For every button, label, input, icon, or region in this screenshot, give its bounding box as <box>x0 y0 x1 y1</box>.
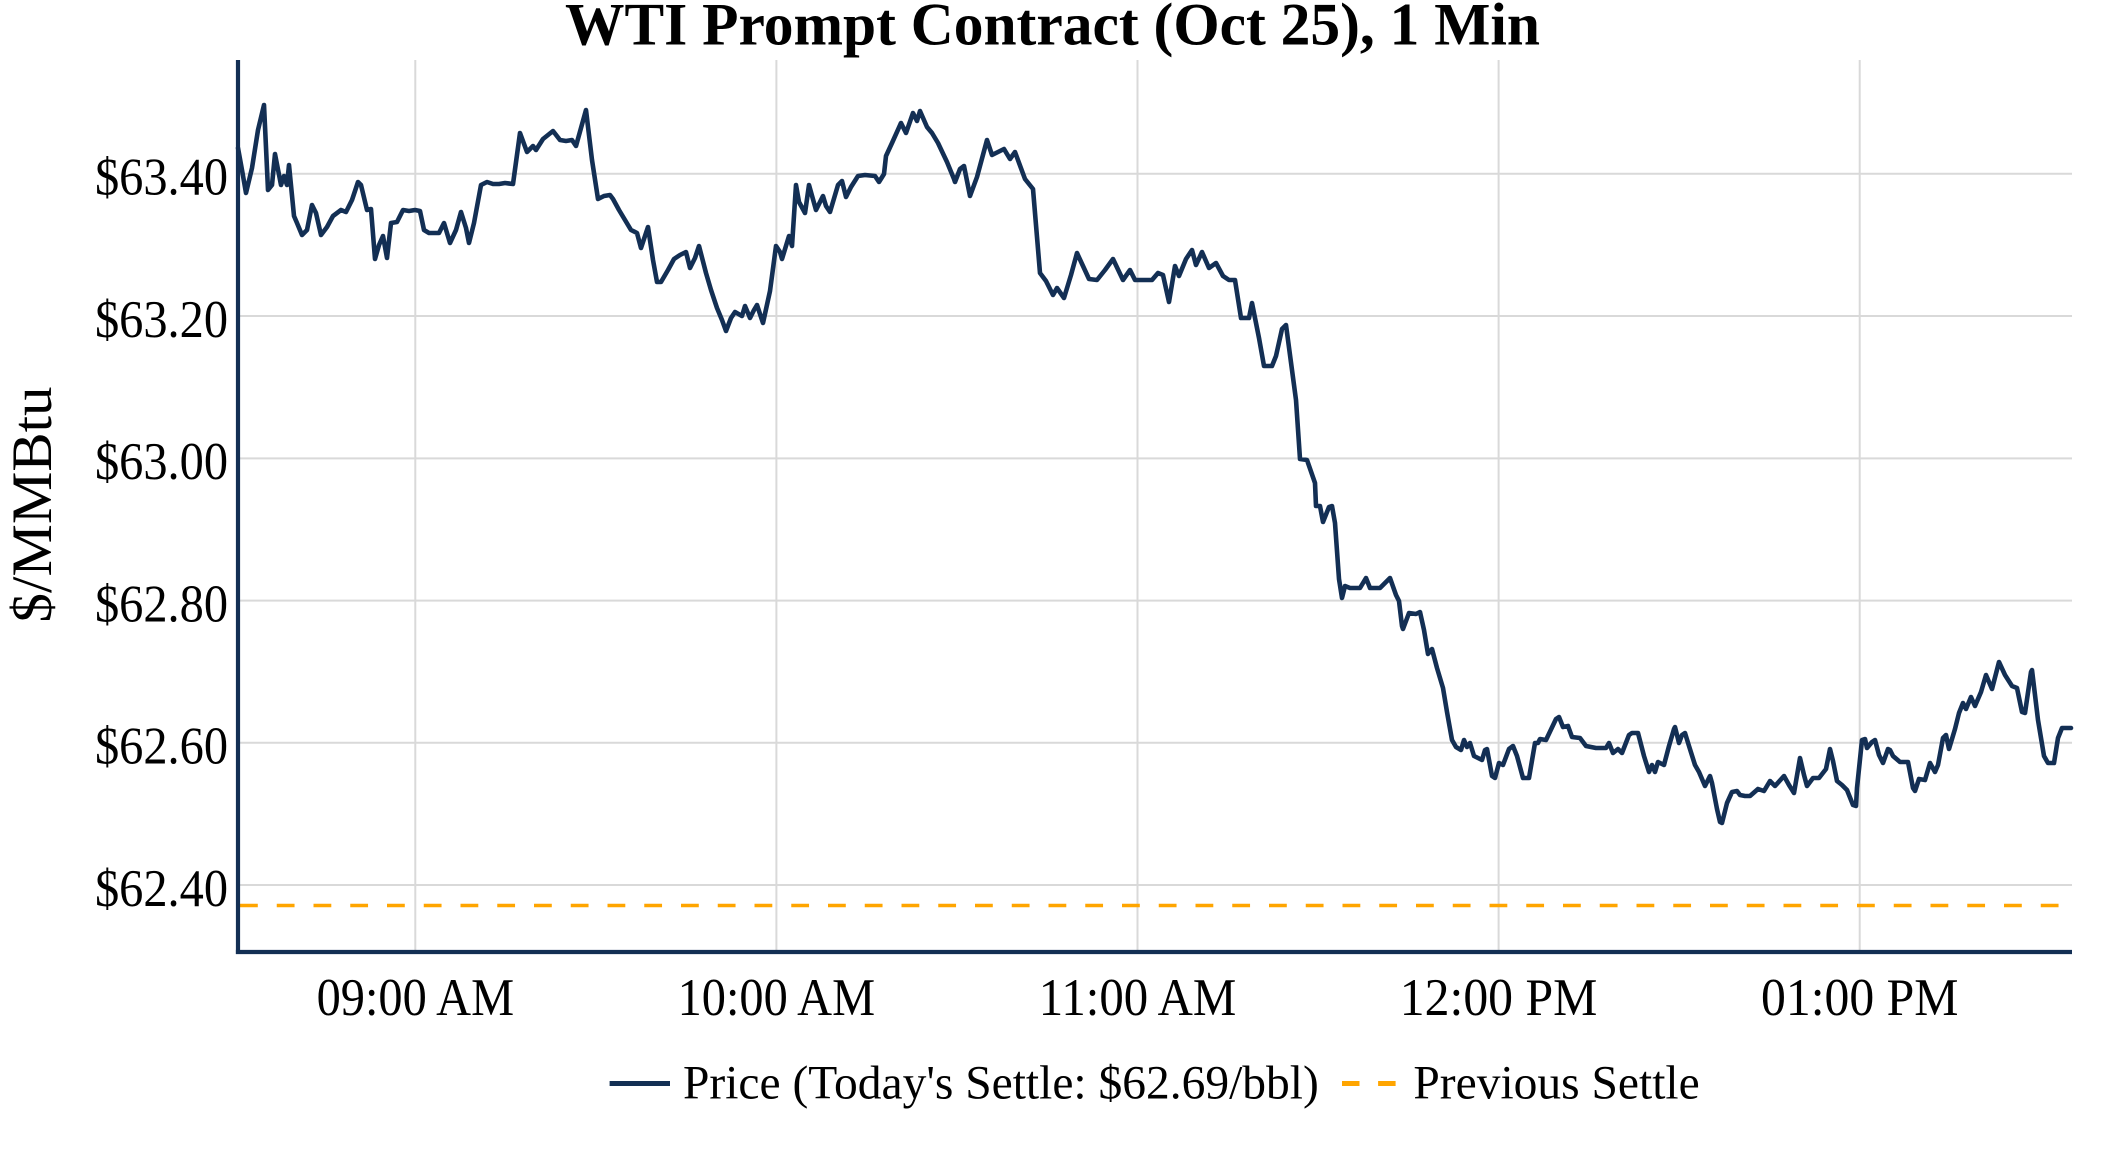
svg-text:$62.60: $62.60 <box>95 718 228 776</box>
svg-text:01:00 PM: 01:00 PM <box>1761 969 1959 1027</box>
svg-text:$63.20: $63.20 <box>95 291 228 349</box>
svg-text:$62.80: $62.80 <box>95 575 228 633</box>
svg-text:12:00 PM: 12:00 PM <box>1400 969 1598 1027</box>
svg-text:$63.40: $63.40 <box>95 149 228 207</box>
svg-text:09:00 AM: 09:00 AM <box>317 969 514 1027</box>
svg-text:11:00 AM: 11:00 AM <box>1039 969 1237 1027</box>
svg-text:$/MMBtu: $/MMBtu <box>1 387 64 623</box>
svg-text:$62.40: $62.40 <box>95 860 228 918</box>
svg-text:Previous Settle: Previous Settle <box>1413 1058 1699 1110</box>
svg-text:Price (Today's Settle: $62.69/: Price (Today's Settle: $62.69/bbl) <box>683 1058 1319 1110</box>
svg-text:$63.00: $63.00 <box>95 433 228 491</box>
svg-text:WTI Prompt Contract (Oct 25),: WTI Prompt Contract (Oct 25), 1 Min <box>565 0 1540 59</box>
svg-text:10:00 AM: 10:00 AM <box>678 969 876 1027</box>
